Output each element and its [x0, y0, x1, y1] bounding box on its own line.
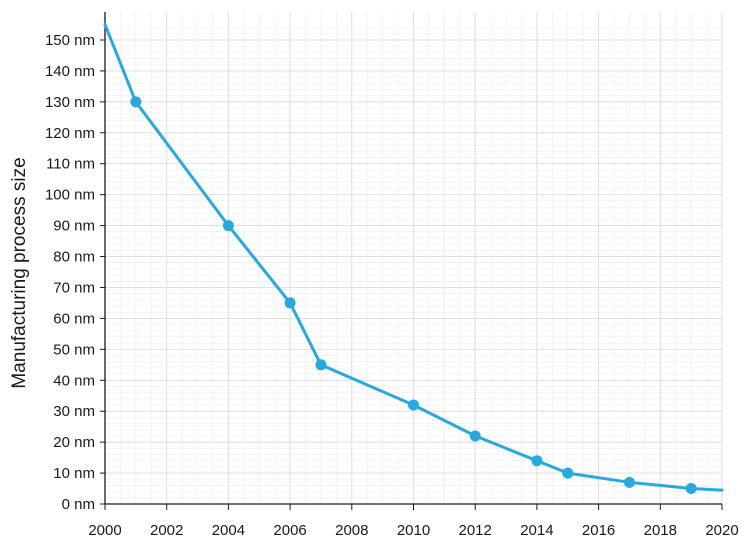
y-tick-label: 110 nm	[46, 156, 95, 173]
series-layer	[103, 23, 724, 495]
x-tick-label: 2010	[397, 522, 430, 539]
data-point	[222, 220, 234, 232]
y-tick-label: 90 nm	[53, 218, 95, 235]
x-tick-label: 2004	[212, 522, 245, 539]
x-tick-label: 2016	[582, 522, 615, 539]
series-line	[103, 23, 724, 492]
x-tick-label: 2012	[459, 522, 492, 539]
y-axis-ticks: 0 nm 10 nm 20 nm 30 nm 40 nm 50 nm 60 nm 70 nm 8…	[45, 32, 105, 513]
y-tick-label: 30 nm	[53, 403, 95, 420]
x-tick-label: 2018	[644, 522, 677, 539]
y-tick-label: 80 nm	[53, 249, 95, 266]
y-axis-title: Manufacturing process size	[9, 157, 30, 388]
y-tick-label: 140 nm	[45, 63, 95, 80]
y-tick-label: 10 nm	[53, 465, 95, 482]
y-tick-label: 100 nm	[45, 187, 95, 204]
y-tick-label: 120 nm	[45, 125, 95, 142]
x-tick-label: 2008	[335, 522, 368, 539]
x-tick-label: 2014	[520, 522, 553, 539]
data-point	[623, 476, 635, 488]
y-tick-label: 50 nm	[53, 341, 95, 358]
data-point	[284, 297, 296, 309]
data-point	[469, 430, 481, 442]
data-point	[531, 455, 543, 467]
x-tick-label: 2020	[705, 522, 738, 539]
x-tick-label: 2006	[273, 522, 306, 539]
data-point	[685, 483, 697, 495]
y-tick-label: 40 nm	[53, 372, 95, 389]
y-tick-label: 70 nm	[53, 279, 95, 296]
y-tick-label: 60 nm	[53, 310, 95, 327]
data-point	[315, 359, 327, 371]
x-axis-ticks: 2000 2002 2004 2006 2008 2010 2012 2014 2016 2018…	[88, 504, 739, 539]
y-tick-label: 130 nm	[45, 94, 95, 111]
data-point	[130, 96, 142, 108]
y-tick-label: 0 nm	[62, 496, 95, 513]
data-point	[562, 467, 574, 479]
y-tick-label: 20 nm	[53, 434, 95, 451]
y-tick-label: 150 nm	[45, 32, 95, 49]
data-point	[408, 399, 419, 411]
x-tick-label: 2002	[150, 522, 183, 539]
x-tick-label: 2000	[88, 522, 121, 539]
